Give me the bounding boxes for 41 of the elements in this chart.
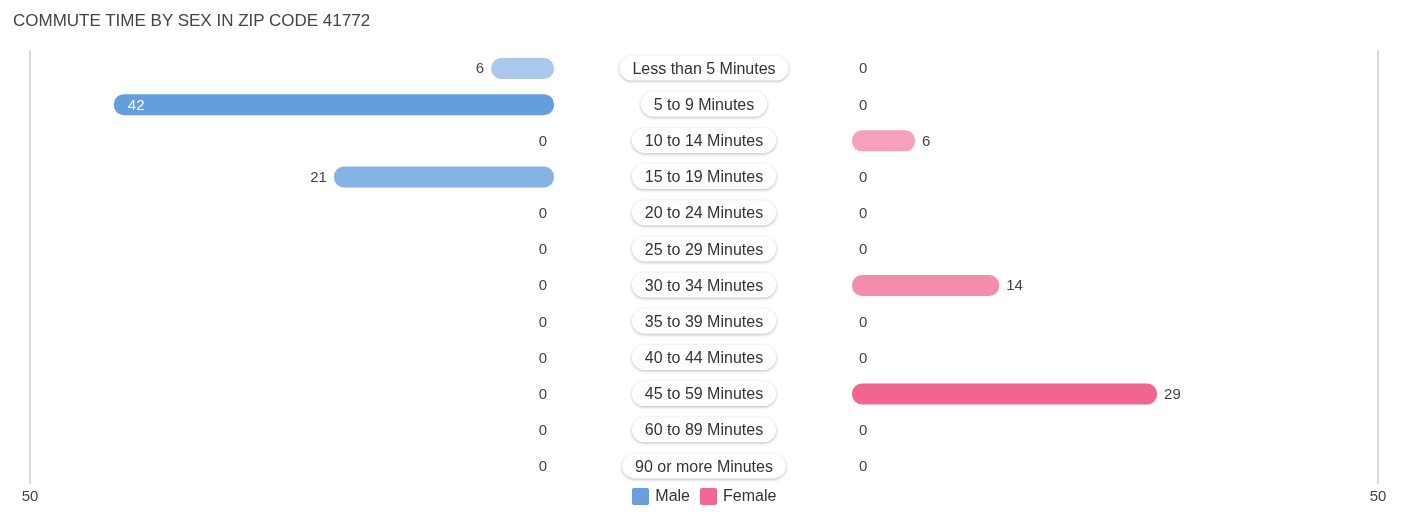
- y-tick-label: 90 or more Minutes: [635, 457, 773, 475]
- data-label: 0: [538, 276, 547, 294]
- data-label: 0: [538, 348, 547, 366]
- y-tick-label: 10 to 14 Minutes: [644, 132, 764, 150]
- data-label: 0: [859, 312, 868, 330]
- x-tick-label: 50: [21, 486, 39, 504]
- y-tick-label: 20 to 24 Minutes: [644, 204, 764, 222]
- y-tick-label: Less than 5 Minutes: [632, 59, 776, 77]
- data-label: 14: [1006, 276, 1023, 294]
- chart-title: COMMUTE TIME BY SEX IN ZIP CODE 41772: [13, 11, 371, 31]
- y-tick-label: 60 to 89 Minutes: [644, 421, 764, 439]
- x-tick-label: 50: [1369, 486, 1387, 504]
- data-label: 0: [538, 131, 547, 149]
- data-label: 0: [859, 59, 868, 77]
- data-label: 0: [859, 204, 868, 221]
- y-tick-label: 40 to 44 Minutes: [644, 349, 764, 367]
- data-label: 0: [538, 240, 547, 258]
- data-label: 42: [127, 95, 145, 113]
- data-label: 0: [538, 457, 547, 475]
- y-tick-label: 25 to 29 Minutes: [644, 240, 764, 258]
- data-label: 0: [538, 204, 547, 221]
- data-label: 0: [859, 167, 868, 185]
- y-tick-label: 35 to 39 Minutes: [644, 312, 764, 330]
- data-label: 0: [859, 240, 868, 258]
- data-label: 29: [1164, 384, 1181, 402]
- legend-label: Female: [723, 486, 777, 506]
- y-tick-label: 30 to 34 Minutes: [644, 276, 764, 294]
- data-label: 0: [538, 384, 547, 402]
- data-label: 6: [475, 59, 485, 77]
- data-label: 0: [859, 457, 868, 475]
- y-tick-label: 15 to 19 Minutes: [644, 168, 764, 186]
- data-label: 6: [922, 131, 931, 149]
- data-label: 0: [538, 312, 547, 330]
- data-label: 0: [859, 95, 868, 113]
- y-tick-label: 5 to 9 Minutes: [653, 95, 755, 113]
- data-label: 0: [538, 421, 547, 438]
- data-label: 0: [859, 421, 868, 438]
- y-tick-label: 45 to 59 Minutes: [644, 385, 764, 403]
- data-label: 21: [310, 167, 327, 185]
- data-label: 0: [859, 348, 868, 366]
- legend-label: Male: [655, 486, 690, 506]
